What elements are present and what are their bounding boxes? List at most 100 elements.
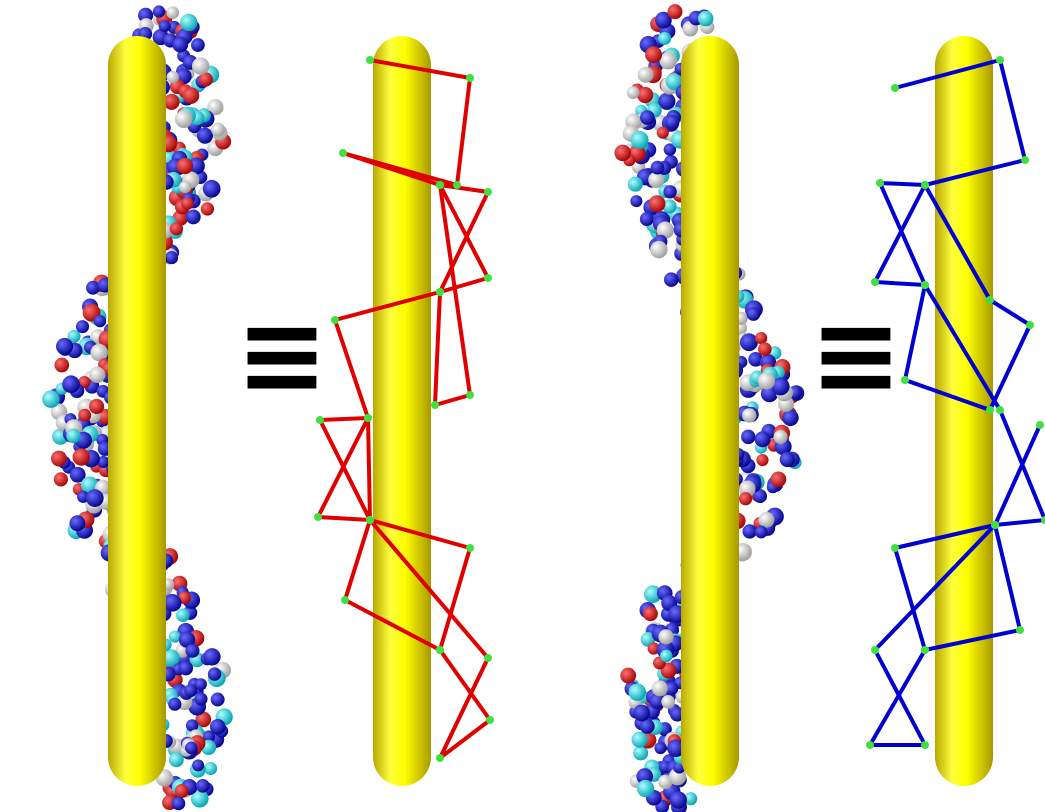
network-node <box>996 56 1004 64</box>
atom <box>159 20 171 32</box>
atom <box>203 648 220 665</box>
atom <box>176 608 190 622</box>
atom <box>628 177 643 192</box>
network-node <box>453 181 461 189</box>
atom <box>663 185 676 198</box>
atom <box>660 650 673 663</box>
figure: ≡ ≡ <box>0 0 1045 812</box>
atom <box>54 472 68 486</box>
atom <box>89 367 105 383</box>
atom <box>664 272 679 287</box>
atom <box>637 780 654 797</box>
atom <box>739 492 752 505</box>
network-node <box>466 391 474 399</box>
atom <box>196 779 210 793</box>
network-node <box>991 521 999 529</box>
atom <box>66 429 80 443</box>
atom <box>640 110 655 125</box>
atom <box>758 342 772 356</box>
atom <box>633 704 650 721</box>
network-node <box>1016 626 1024 634</box>
network-node <box>431 401 439 409</box>
atom <box>755 526 768 539</box>
atom <box>638 67 654 83</box>
atom <box>208 667 221 680</box>
atom <box>78 409 91 422</box>
atom <box>169 752 184 767</box>
atom <box>758 372 775 389</box>
atom <box>631 131 649 149</box>
network-node <box>986 406 994 414</box>
atom <box>643 606 658 621</box>
atom <box>649 195 666 212</box>
atom <box>165 251 178 264</box>
atom <box>627 86 640 99</box>
atom <box>211 693 225 707</box>
atom <box>652 680 668 696</box>
cylinder <box>373 36 431 786</box>
atom <box>192 759 204 771</box>
atom <box>86 281 100 295</box>
atom <box>755 431 771 447</box>
atom <box>89 399 104 414</box>
atom <box>69 515 85 531</box>
atom <box>657 127 669 139</box>
atom <box>755 332 767 344</box>
network-node <box>871 646 879 654</box>
atom <box>167 71 179 83</box>
atom <box>667 4 682 19</box>
atom <box>203 180 221 198</box>
atom <box>51 451 67 467</box>
atom <box>211 123 225 137</box>
network-node <box>1041 516 1045 524</box>
atom <box>76 320 89 333</box>
atom <box>665 115 679 129</box>
atom <box>86 489 104 507</box>
network-node <box>339 149 347 157</box>
atom <box>742 524 756 538</box>
network-node <box>901 376 909 384</box>
atom <box>620 668 636 684</box>
atom <box>661 695 675 709</box>
atom <box>632 732 648 748</box>
atom <box>164 94 180 110</box>
atom <box>179 181 191 193</box>
atom <box>175 784 189 798</box>
network-node <box>436 181 444 189</box>
atom <box>698 11 714 27</box>
network-node <box>921 181 929 189</box>
atom <box>180 14 197 31</box>
atom <box>197 128 213 144</box>
atom <box>658 32 671 45</box>
atom <box>740 333 758 351</box>
network-node <box>921 646 929 654</box>
atom <box>780 452 795 467</box>
atom <box>658 629 673 644</box>
network-node <box>484 274 492 282</box>
atom <box>164 594 181 611</box>
network-node <box>986 296 994 304</box>
network-node <box>996 406 1004 414</box>
network-node <box>366 516 374 524</box>
network-node <box>866 741 874 749</box>
network-node <box>486 716 494 724</box>
atom <box>654 742 666 754</box>
network-node <box>891 544 899 552</box>
equivalence-symbol: ≡ <box>810 290 902 418</box>
atom <box>201 202 214 215</box>
network-node <box>436 754 444 762</box>
atom <box>670 791 687 808</box>
atom <box>172 797 186 811</box>
atom <box>630 195 642 207</box>
cylinder <box>681 36 739 786</box>
atom <box>759 512 775 528</box>
atom <box>742 408 756 422</box>
atom <box>168 698 181 711</box>
atom <box>94 315 106 327</box>
network-node <box>466 544 474 552</box>
network-node <box>484 654 492 662</box>
equivalence-symbol: ≡ <box>236 290 328 418</box>
atom <box>210 719 226 735</box>
cylinder <box>108 36 166 786</box>
network-node <box>364 414 372 422</box>
